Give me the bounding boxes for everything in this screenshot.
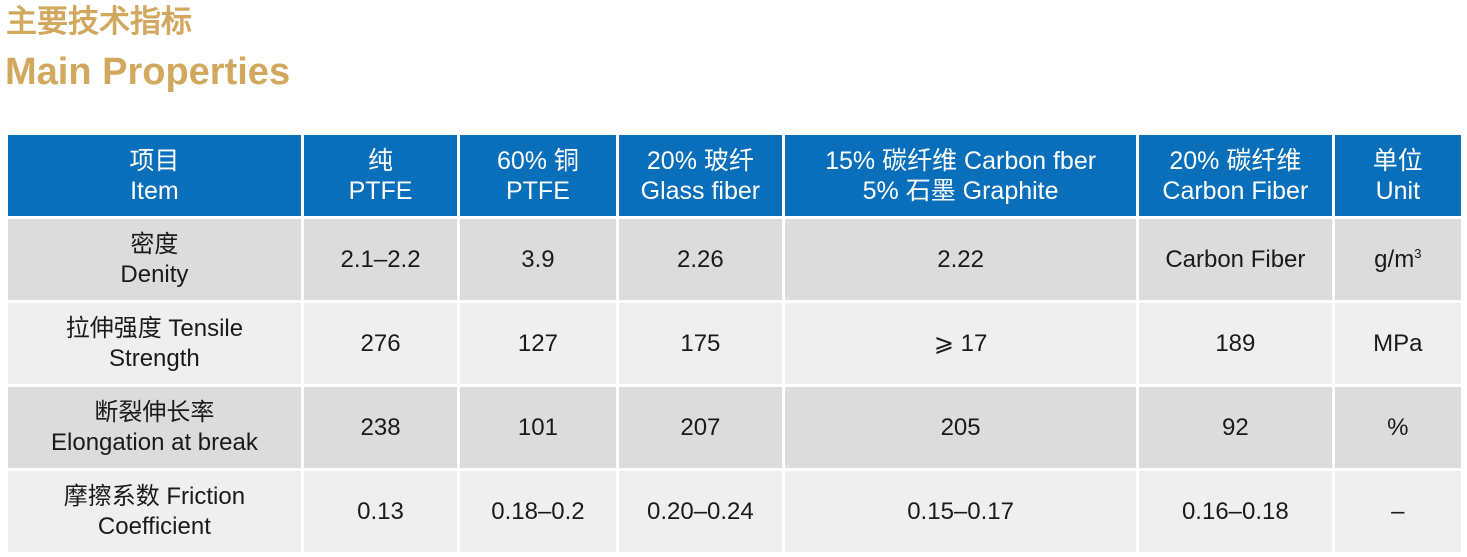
row-label-en: Denity	[120, 260, 189, 288]
row-label-en: Strength	[109, 344, 200, 372]
table-cell: 238	[303, 387, 458, 468]
header-glass-fiber: 20% 玻纤 Glass fiber	[618, 135, 783, 216]
header-unit-cn: 单位	[1372, 146, 1423, 175]
header-unit-en: Unit	[1375, 176, 1421, 205]
unit-cell: MPa	[1334, 303, 1461, 384]
table-cell: 0.16–0.18	[1139, 471, 1332, 552]
header-copper-ptfe-line2: PTFE	[505, 176, 570, 205]
table-cell: 205	[785, 387, 1137, 468]
header-item: 项目 Item	[8, 135, 301, 216]
row-label-cn: 密度	[130, 230, 179, 258]
header-carbon-graphite-line1: 15% 碳纤维 Carbon fber	[825, 146, 1097, 175]
table-cell: 276	[303, 303, 458, 384]
header-carbon-fiber-line2: Carbon Fiber	[1162, 176, 1309, 205]
table-cell: 175	[618, 303, 783, 384]
header-copper-ptfe: 60% 铜 PTFE	[460, 135, 616, 216]
header-copper-ptfe-line1: 60% 铜	[496, 146, 579, 175]
table-cell: 2.26	[618, 219, 783, 300]
table-cell: 189	[1139, 303, 1332, 384]
page-title-cn: 主要技术指标	[6, 4, 192, 40]
unit-text: MPa	[1373, 329, 1423, 357]
table-cell: 0.13	[303, 471, 458, 552]
row-label-cn: 断裂伸长率	[94, 398, 215, 426]
row-label-cn: 拉伸强度 Tensile	[65, 314, 244, 342]
unit-superscript: 3	[1414, 245, 1422, 261]
table-cell: 0.18–0.2	[460, 471, 616, 552]
page-title-en: Main Properties	[5, 51, 291, 93]
header-pure-ptfe-line2: PTFE	[348, 176, 413, 205]
row-label: 摩擦系数 Friction Coefficient	[8, 471, 301, 552]
table-row-elongation: 断裂伸长率 Elongation at break 238 101 207 20…	[8, 387, 1461, 468]
table-cell: 2.22	[785, 219, 1137, 300]
table-row-density: 密度 Denity 2.1–2.2 3.9 2.26 2.22 Carbon F…	[8, 219, 1461, 300]
table-header-row: 项目 Item 纯 PTFE 60% 铜 PTFE 20% 玻纤 Glass f…	[8, 135, 1461, 216]
unit-text: g/m	[1374, 245, 1415, 273]
row-label: 断裂伸长率 Elongation at break	[8, 387, 301, 468]
header-pure-ptfe: 纯 PTFE	[303, 135, 458, 216]
table-cell: Carbon Fiber	[1139, 219, 1332, 300]
header-carbon-fiber-line1: 20% 碳纤维	[1169, 146, 1302, 175]
row-label-cn: 摩擦系数 Friction	[63, 482, 246, 510]
table-cell: 3.9	[460, 219, 616, 300]
header-item-cn: 项目	[129, 146, 180, 175]
header-carbon-graphite-line2: 5% 石墨 Graphite	[862, 176, 1059, 205]
row-label: 密度 Denity	[8, 219, 301, 300]
unit-cell: –	[1334, 471, 1461, 552]
table-cell: 0.20–0.24	[618, 471, 783, 552]
header-glass-fiber-line1: 20% 玻纤	[646, 146, 754, 175]
row-label: 拉伸强度 Tensile Strength	[8, 303, 301, 384]
unit-text: %	[1387, 413, 1409, 441]
table-cell: 2.1–2.2	[303, 219, 458, 300]
table-cell: 127	[460, 303, 616, 384]
row-label-en: Elongation at break	[51, 428, 258, 456]
table-row-tensile: 拉伸强度 Tensile Strength 276 127 175 ⩾ 17 1…	[8, 303, 1461, 384]
table-cell: 0.15–0.17	[785, 471, 1137, 552]
header-glass-fiber-line2: Glass fiber	[640, 176, 761, 205]
table-row-friction: 摩擦系数 Friction Coefficient 0.13 0.18–0.2 …	[8, 471, 1461, 552]
header-item-en: Item	[130, 176, 179, 205]
properties-table: 项目 Item 纯 PTFE 60% 铜 PTFE 20% 玻纤 Glass f…	[5, 132, 1464, 555]
unit-cell: g/m3	[1334, 219, 1461, 300]
table-cell: 101	[460, 387, 616, 468]
table-cell: 207	[618, 387, 783, 468]
table-cell: ⩾ 17	[785, 303, 1137, 384]
unit-cell: %	[1334, 387, 1461, 468]
header-carbon-fiber: 20% 碳纤维 Carbon Fiber	[1139, 135, 1332, 216]
header-carbon-graphite: 15% 碳纤维 Carbon fber 5% 石墨 Graphite	[785, 135, 1137, 216]
header-pure-ptfe-line1: 纯	[368, 146, 394, 175]
table-cell: 92	[1139, 387, 1332, 468]
unit-text: –	[1391, 497, 1405, 525]
row-label-en: Coefficient	[97, 512, 211, 540]
header-unit: 单位 Unit	[1334, 135, 1461, 216]
